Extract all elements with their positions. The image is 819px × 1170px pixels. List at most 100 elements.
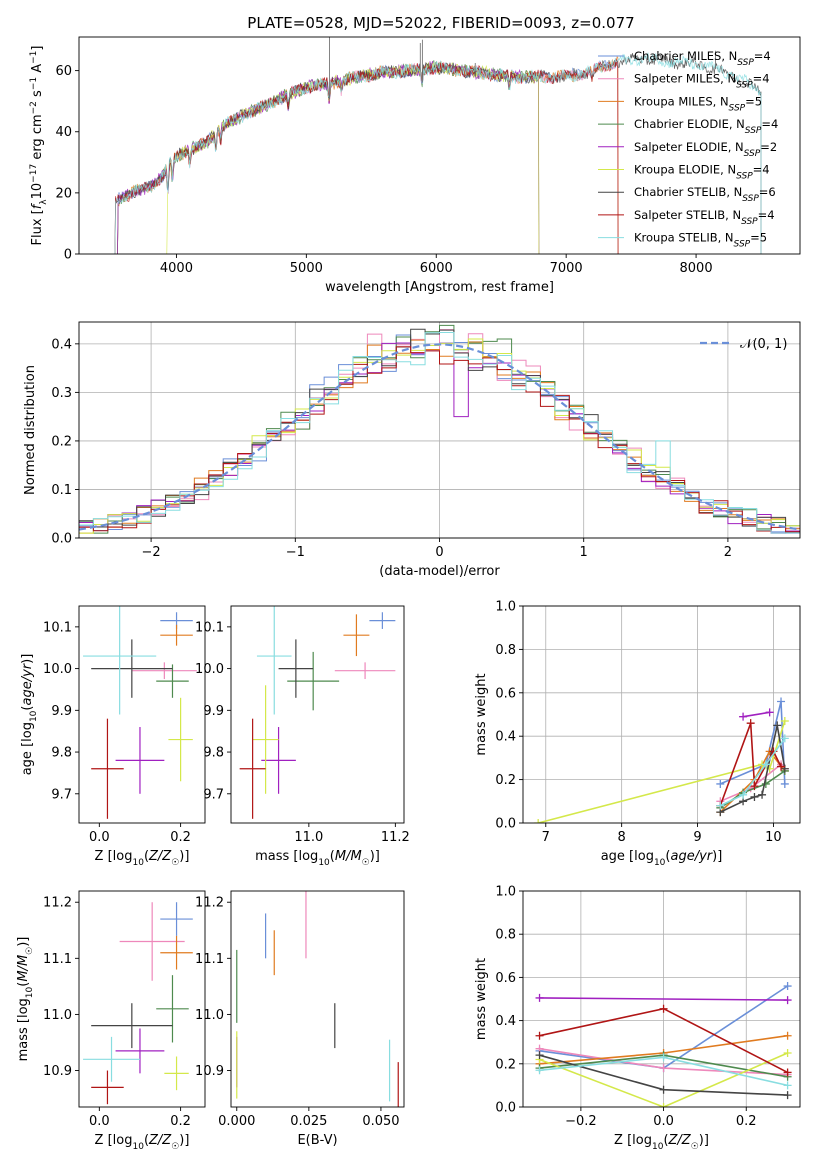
plus-marker (783, 1031, 792, 1040)
label-part: f (30, 202, 45, 209)
plus-marker (535, 1031, 544, 1040)
label-part: log (298, 849, 318, 864)
x-tick-label: 8000 (680, 261, 713, 276)
label-part: Salpeter MILES, N (634, 72, 736, 86)
label-part: =4 (761, 117, 778, 131)
label-part: Kroupa STELIB, N (634, 231, 734, 245)
legend-entry: Kroupa ELODIE, NSSP=4 (634, 163, 770, 182)
y-tick-label: 0.6 (495, 686, 516, 701)
label-part: Chabrier ELODIE, N (634, 117, 745, 131)
label-part: ( (330, 849, 335, 864)
label-part: Normed distribution (23, 365, 38, 495)
x-axis-label: E(B-V) (297, 1133, 337, 1148)
plus-marker (780, 779, 789, 788)
frame: −0.2 0.0 0.2 0.0 0.2 0.4 0.6 0.8 1.0 Z [log10(Z/Z… (474, 885, 801, 1152)
label-part: mass weight (474, 673, 489, 755)
axes-frame (78, 36, 801, 255)
label-part: =2 (760, 140, 777, 154)
y-tick-label: 0.2 (495, 1057, 516, 1072)
label-part: E(B-V) (297, 1133, 337, 1148)
y-tick-label: 0.8 (495, 643, 516, 658)
label-part: Flux [ (30, 209, 45, 245)
legend-entry: Chabrier STELIB, NSSP=6 (634, 185, 776, 204)
label-part: SSP (736, 81, 753, 91)
label-part: ( (663, 1133, 668, 1148)
x-tick-label: 4000 (160, 261, 193, 276)
x-tick-label: 0.050 (362, 1114, 399, 1129)
x-axis-label: Z [log10(Z/Z☉)] (95, 849, 190, 868)
label-part: Kroupa ELODIE, N (634, 163, 736, 177)
plus-marker (758, 790, 767, 799)
plot-area (535, 982, 792, 1107)
y-axis-label: mass weight (474, 958, 489, 1040)
weight-line (719, 737, 786, 807)
legend-entry: Salpeter MILES, NSSP=4 (634, 72, 770, 91)
plus-marker (783, 982, 792, 991)
x-tick-label: 6000 (420, 261, 453, 276)
y-tick-label: 1.0 (495, 600, 516, 615)
label-part: =4 (754, 49, 771, 63)
label-part: log (113, 849, 133, 864)
plus-marker (534, 819, 543, 823)
y-tick-label: 0.8 (495, 928, 516, 943)
label-part: (data-model)/error (379, 564, 500, 579)
axes-frame (78, 605, 206, 824)
label-part: λ (39, 199, 49, 205)
label-part: )] (179, 1133, 189, 1148)
label-part: log (16, 998, 31, 1018)
y-tick-label: 10.1 (195, 620, 224, 635)
plot-area (239, 606, 396, 819)
y-tick-label: 9.8 (51, 746, 72, 761)
plot-area (236, 891, 399, 1107)
label-part: age [ (20, 742, 35, 775)
label-part: log (20, 722, 35, 742)
plus-marker (780, 717, 789, 726)
x-tick-label: 9 (693, 830, 701, 845)
y-tick-label: 9.9 (51, 704, 72, 719)
axes-frame (230, 890, 405, 1108)
label-part: log (632, 1133, 652, 1148)
label-part: )] (699, 1133, 709, 1148)
weight-line (539, 1052, 788, 1107)
x-axis-label: Z [log10(Z/Z☉)] (614, 1133, 709, 1152)
frame: 11.0 11.2 9.7 9.8 9.9 10.0 10.1 mass [log10(M/M… (195, 605, 410, 868)
legend-entry: Chabrier MILES, NSSP=4 (634, 49, 771, 68)
x-tick-label: 0.0 (89, 1114, 110, 1129)
spectrum-line (116, 58, 619, 254)
y-tick-label: 10.9 (43, 1064, 72, 1079)
y-tick-label: 60 (55, 64, 72, 79)
y-axis-label: mass weight (474, 673, 489, 755)
label-part: SSP (742, 194, 759, 204)
label-part: −1 (29, 77, 39, 90)
label-part: SSP (744, 149, 761, 159)
x-tick-label: 11.2 (381, 830, 410, 845)
x-axis-label: (data-model)/error (379, 564, 500, 579)
mass-vs-age-panel: 11.0 11.2 9.7 9.8 9.9 10.0 10.1 mass [log10(M/M… (195, 605, 410, 868)
z-vs-age-panel: 0.0 0.29.79.89.910.010.1Z [log10(Z/Z☉)]ag… (20, 605, 206, 868)
label-part: ☉ (691, 1142, 699, 1152)
label-part: ☉ (171, 858, 179, 868)
label-part: M/M (16, 955, 31, 982)
weight-line (719, 722, 782, 806)
plus-marker (746, 719, 755, 728)
axes-frame (522, 890, 801, 1108)
label-part: )] (16, 937, 31, 947)
label-part: =6 (759, 185, 776, 199)
y-tick-label: 11.1 (195, 952, 224, 967)
y-tick-label: 0 (64, 248, 72, 263)
x-tick-label: 0.000 (218, 1114, 255, 1129)
plus-marker (783, 1049, 792, 1057)
label-part: erg cm (30, 114, 45, 163)
plus-marker (750, 782, 759, 791)
plot-area (83, 606, 197, 819)
axes-frame (78, 890, 206, 1108)
plus-marker (716, 779, 725, 788)
label-part: SSP (734, 240, 751, 250)
plus-marker (659, 1053, 668, 1062)
plus-marker (739, 790, 748, 799)
label-part: 10 (25, 986, 35, 998)
z-vs-mass-panel: 0.0 0.210.911.011.111.2Z [log10(Z/Z☉)]mas… (16, 890, 206, 1152)
label-part: age [ (601, 849, 634, 864)
y-tick-label: 0.4 (51, 337, 72, 352)
frame: 0.0 0.29.79.89.910.010.1Z [log10(Z/Z☉)]ag… (20, 605, 206, 868)
